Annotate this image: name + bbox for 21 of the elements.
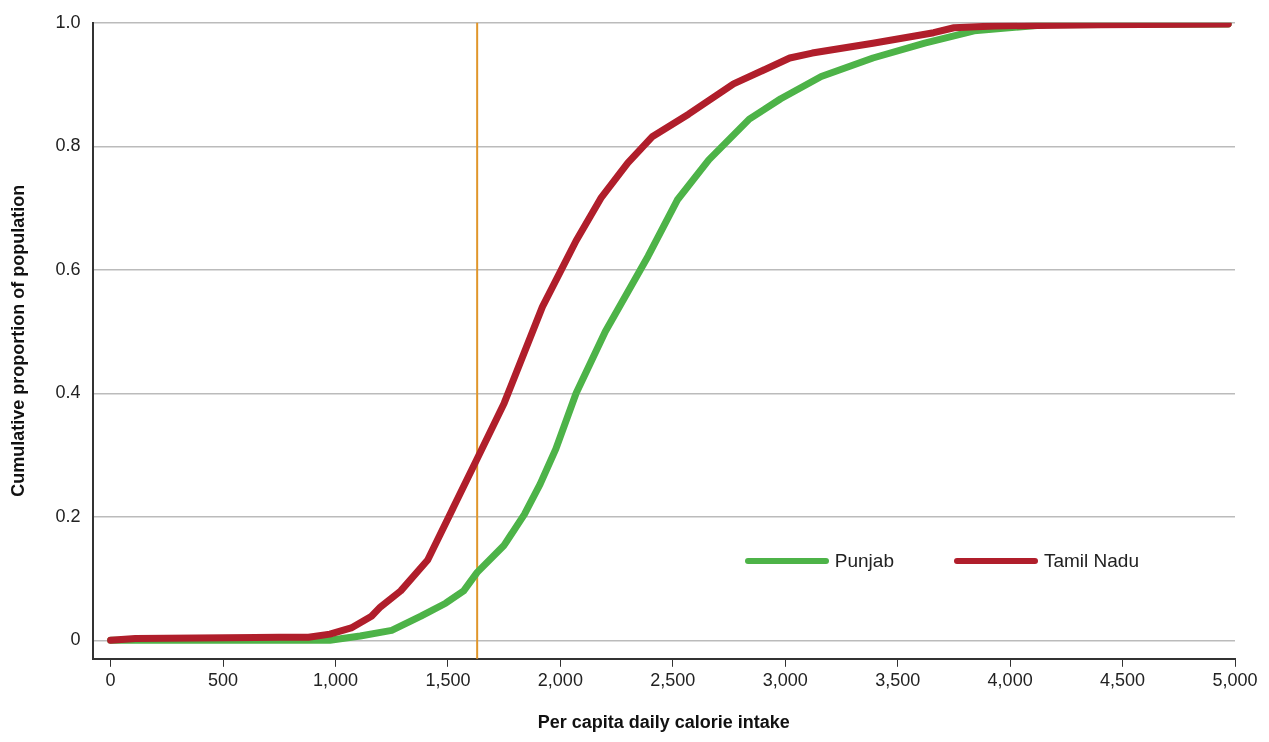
x-tick-label: 3,000 [762, 669, 808, 690]
y-tick-label: 0.8 [55, 135, 81, 156]
y-tick-label: 0.6 [55, 258, 81, 279]
y-tick-label: 0 [70, 629, 81, 650]
x-tick-label: 500 [208, 669, 239, 690]
y-tick-label: 0.4 [55, 382, 81, 403]
x-tick-label: 1,500 [425, 669, 471, 690]
legend-label: Punjab [834, 550, 894, 572]
x-tick-label: 2,000 [537, 669, 583, 690]
x-tick-label: 0 [105, 669, 116, 690]
y-axis-title: Cumulative proportion of population [7, 184, 28, 497]
x-tick-label: 4,000 [987, 669, 1033, 690]
y-tick-label: 0.2 [55, 505, 81, 526]
legend-label: Tamil Nadu [1043, 550, 1139, 572]
x-tick-label: 4,500 [1100, 669, 1146, 690]
x-axis-title: Per capita daily calorie intake [537, 712, 790, 733]
x-tick-label: 5,000 [1212, 669, 1258, 690]
x-tick-label: 2,500 [650, 669, 696, 690]
x-tick-label: 1,000 [312, 669, 359, 690]
y-tick-label: 1.0 [55, 11, 81, 32]
x-tick-label: 3,500 [875, 669, 921, 690]
